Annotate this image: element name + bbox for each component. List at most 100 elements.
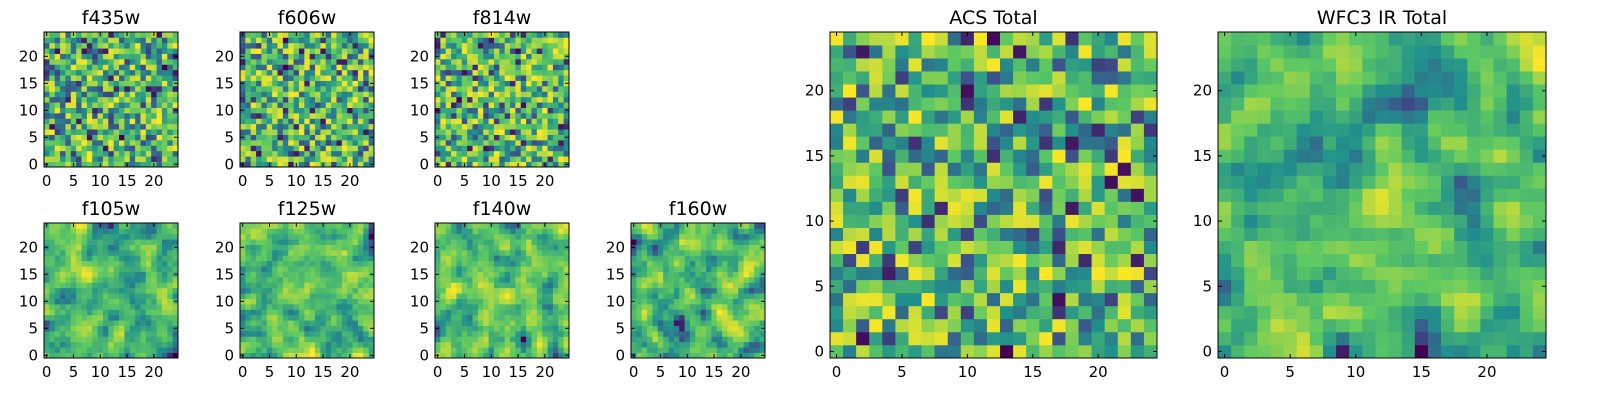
f435w-cell — [108, 161, 115, 168]
f435w-cell — [97, 53, 104, 60]
f814w-cell — [493, 96, 500, 103]
f435w-cell — [119, 75, 125, 81]
f435w-cell — [81, 53, 88, 60]
f105w-cell — [151, 228, 157, 235]
f125w-cell — [240, 336, 246, 343]
f435w-cell — [44, 96, 50, 103]
f125w-cell — [256, 352, 262, 359]
f105w-cell — [135, 341, 141, 348]
f105w-cell — [145, 304, 152, 310]
acs-total-cell — [856, 318, 870, 333]
f125w-cell — [240, 255, 246, 262]
f435w-cell — [172, 86, 179, 92]
f105w-cell — [129, 287, 136, 294]
f606w-cell — [341, 64, 348, 71]
acs-total-cell — [843, 214, 857, 228]
f105w-cell — [129, 304, 136, 310]
f140w-cell — [504, 352, 511, 359]
f160w-cell — [657, 325, 664, 332]
f435w-cell — [145, 75, 152, 81]
acs-total-cell — [947, 188, 962, 202]
f105w-cell — [49, 336, 56, 343]
f140w-cell — [526, 233, 532, 240]
f606w-cell — [357, 32, 364, 38]
f435w-cell — [108, 37, 115, 44]
f814w-cell — [467, 37, 473, 44]
f435w-cell — [119, 64, 125, 71]
f140w-cell — [483, 233, 489, 240]
f814w-cell — [547, 80, 554, 87]
f435w-cell — [119, 91, 125, 98]
f160w-cell — [679, 271, 685, 278]
f160w-cell — [711, 325, 718, 332]
f814w-cell — [477, 48, 484, 54]
f105w-cell — [65, 266, 72, 272]
f160w-cell — [700, 341, 707, 348]
acs-total-cell — [882, 253, 896, 268]
f140w-cell — [526, 314, 532, 321]
f606w-cell — [320, 118, 327, 125]
f606w-cell — [293, 86, 300, 92]
f814w-cell — [520, 59, 527, 65]
f435w-cell — [124, 48, 131, 54]
f125w-cell — [250, 250, 257, 256]
f814w-cell — [515, 134, 522, 141]
f435w-cell — [140, 134, 147, 141]
f140w-cell — [552, 336, 559, 343]
f160w-cell — [679, 255, 685, 262]
f435w-cell — [145, 42, 152, 49]
acs-total-cell — [973, 331, 988, 346]
f814w-cell — [493, 91, 500, 98]
f125w-cell — [256, 341, 262, 348]
f814w-cell — [526, 59, 532, 65]
f435w-cell — [86, 161, 93, 168]
f105w-cell — [60, 331, 66, 337]
f140w-cell — [467, 223, 473, 229]
f814w-cell — [531, 113, 538, 119]
f125w-cell — [309, 293, 316, 299]
f435w-cell — [119, 145, 125, 152]
f606w-cell — [282, 32, 289, 38]
f606w-cell — [298, 118, 305, 125]
f160w-cell — [631, 277, 637, 283]
f814w-cell — [510, 75, 516, 81]
f435w-cell — [167, 69, 173, 76]
f814w-cell — [504, 118, 511, 125]
f125w-cell — [336, 282, 343, 289]
f814w-cell — [477, 134, 484, 141]
f140w-cell — [499, 331, 506, 337]
f140w-cell — [515, 304, 522, 310]
f140w-cell — [483, 266, 489, 272]
f105w-cell — [65, 244, 72, 251]
f814w-cell — [520, 118, 527, 125]
f105w-cell — [156, 314, 163, 321]
f140w-cell — [558, 244, 564, 251]
f105w-cell — [81, 250, 88, 256]
f105w-cell — [81, 352, 88, 359]
f105w-cell — [172, 314, 179, 321]
f125w-cell — [315, 304, 321, 310]
f125w-cell — [261, 255, 268, 262]
f105w-cell — [167, 250, 173, 256]
f105w-cell — [108, 239, 115, 245]
f125w-cell — [320, 304, 327, 310]
f814w-cell — [542, 96, 548, 103]
acs-total-cell — [1013, 188, 1027, 202]
f160w-cell — [738, 233, 744, 240]
f125w-cell — [368, 277, 375, 283]
f125w-cell — [352, 287, 359, 294]
f160w-cell — [657, 331, 664, 337]
f606w-cell — [293, 75, 300, 81]
f140w-cell — [510, 244, 516, 251]
f140w-cell — [456, 271, 463, 278]
f125w-cell — [331, 320, 337, 326]
acs-total-cell — [895, 344, 909, 359]
f160w-cell — [732, 255, 739, 262]
f125w-cell — [250, 266, 257, 272]
f140w-cell — [520, 239, 527, 245]
f140w-cell — [526, 293, 532, 299]
f125w-cell — [293, 271, 300, 278]
f606w-cell — [315, 113, 321, 119]
f125w-cell — [272, 331, 278, 337]
f606w-cell — [304, 32, 311, 38]
